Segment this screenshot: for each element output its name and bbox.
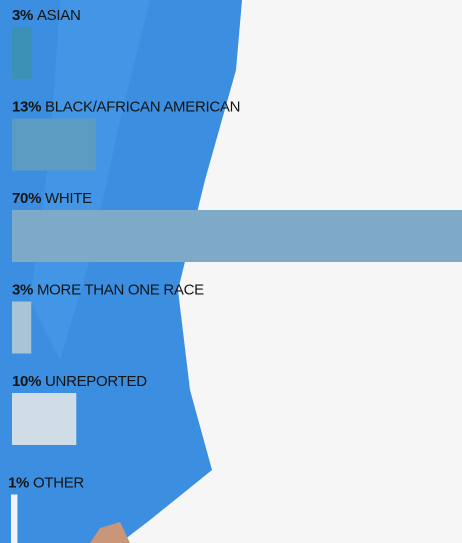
bar-label: 1% OTHER [8,474,84,491]
bar [12,210,462,262]
percent-label: 3% [12,281,33,298]
category-label: UNREPORTED [45,373,147,390]
category-label: MORE THAN ONE RACE [37,281,204,298]
bar-label: 3% ASIAN [12,7,80,24]
skin [90,522,130,543]
category-label: BLACK/AFRICAN AMERICAN [45,98,240,115]
category-label: OTHER [33,474,84,491]
bar [12,301,32,354]
bar-label: 13% BLACK/AFRICAN AMERICAN [12,98,240,115]
bar-label: 10% UNREPORTED [12,373,147,390]
bar-label: 3% MORE THAN ONE RACE [12,281,204,298]
bars: 3% ASIAN 13% BLACK/AFRICAN AMERICAN 70% WH… [8,7,462,543]
bar [11,494,18,543]
category-label: WHITE [45,190,92,207]
scrubs-highlight [30,0,150,360]
percent-label: 1% [8,474,29,491]
bar [12,118,96,171]
percent-label: 70% [12,190,41,207]
percent-label: 13% [12,98,41,115]
category-label: ASIAN [37,7,81,24]
percent-label: 3% [12,7,33,24]
bar [12,393,77,445]
percent-label: 10% [12,373,41,390]
bar [12,27,32,79]
bar-label: 70% WHITE [12,190,92,207]
